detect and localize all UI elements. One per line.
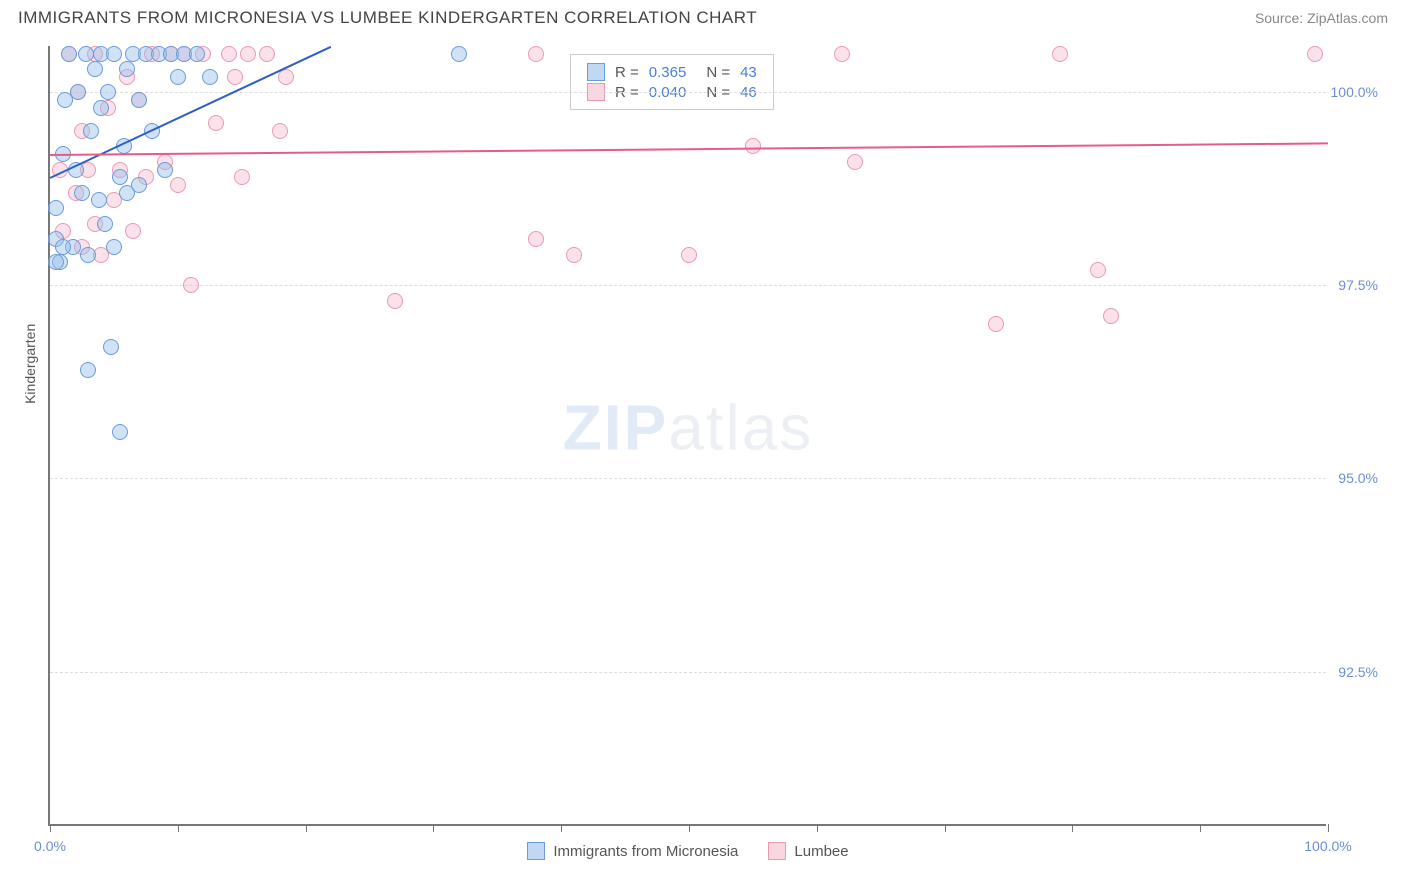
data-point [119, 61, 135, 77]
x-tick [945, 824, 946, 832]
r-value: 0.365 [649, 64, 687, 81]
watermark: ZIPatlas [563, 391, 814, 465]
data-point [80, 362, 96, 378]
gridline [50, 672, 1326, 673]
data-point [988, 316, 1004, 332]
data-point [847, 154, 863, 170]
data-point [387, 293, 403, 309]
y-tick-label: 95.0% [1338, 470, 1378, 486]
data-point [74, 185, 90, 201]
data-point [70, 84, 86, 100]
data-point [208, 115, 224, 131]
data-point [681, 247, 697, 263]
data-point [112, 169, 128, 185]
data-point [234, 169, 250, 185]
data-point [1103, 308, 1119, 324]
data-point [106, 46, 122, 62]
legend-swatch-blue [527, 842, 545, 860]
trendline-pink [50, 143, 1328, 157]
chart-area: Kindergarten ZIPatlas R = 0.365 N = 43 R… [48, 46, 1378, 826]
data-point [451, 46, 467, 62]
r-label: R = [615, 64, 639, 81]
x-tick-label: 100.0% [1304, 838, 1351, 854]
data-point [528, 231, 544, 247]
x-tick [561, 824, 562, 832]
data-point [80, 247, 96, 263]
data-point [48, 200, 64, 216]
gridline [50, 285, 1326, 286]
data-point [61, 46, 77, 62]
data-point [566, 247, 582, 263]
data-point [91, 192, 107, 208]
gridline [50, 92, 1326, 93]
chart-title: IMMIGRANTS FROM MICRONESIA VS LUMBEE KIN… [18, 8, 757, 28]
legend-label: Immigrants from Micronesia [553, 843, 738, 860]
data-point [83, 123, 99, 139]
x-tick [1072, 824, 1073, 832]
data-point [1090, 262, 1106, 278]
y-tick-label: 97.5% [1338, 277, 1378, 293]
series-legend: Immigrants from Micronesia Lumbee [50, 842, 1326, 860]
chart-source: Source: ZipAtlas.com [1255, 10, 1388, 26]
x-tick [306, 824, 307, 832]
data-point [97, 216, 113, 232]
legend-item-lumbee: Lumbee [768, 842, 848, 860]
data-point [745, 138, 761, 154]
legend-label: Lumbee [794, 843, 848, 860]
data-point [100, 84, 116, 100]
y-axis-label: Kindergarten [22, 324, 38, 404]
data-point [131, 177, 147, 193]
legend-swatch-pink [768, 842, 786, 860]
data-point [170, 69, 186, 85]
x-tick [433, 824, 434, 832]
data-point [1052, 46, 1068, 62]
data-point [221, 46, 237, 62]
y-tick-label: 92.5% [1338, 664, 1378, 680]
data-point [834, 46, 850, 62]
data-point [202, 69, 218, 85]
x-tick [1200, 824, 1201, 832]
data-point [259, 46, 275, 62]
x-tick [178, 824, 179, 832]
x-tick-label: 0.0% [34, 838, 66, 854]
data-point [48, 254, 64, 270]
x-tick [1328, 824, 1329, 832]
chart-header: IMMIGRANTS FROM MICRONESIA VS LUMBEE KIN… [0, 0, 1406, 32]
n-value: 43 [740, 64, 757, 81]
legend-swatch-blue [587, 63, 605, 81]
data-point [125, 223, 141, 239]
gridline [50, 478, 1326, 479]
data-point [106, 239, 122, 255]
legend-item-micronesia: Immigrants from Micronesia [527, 842, 738, 860]
data-point [78, 46, 94, 62]
data-point [112, 424, 128, 440]
data-point [528, 46, 544, 62]
data-point [1307, 46, 1323, 62]
x-tick [689, 824, 690, 832]
x-tick [50, 824, 51, 832]
x-tick [817, 824, 818, 832]
data-point [87, 61, 103, 77]
data-point [55, 239, 71, 255]
data-point [170, 177, 186, 193]
data-point [189, 46, 205, 62]
correlation-legend: R = 0.365 N = 43 R = 0.040 N = 46 [570, 54, 774, 110]
data-point [103, 339, 119, 355]
data-point [183, 277, 199, 293]
data-point [227, 69, 243, 85]
data-point [131, 92, 147, 108]
y-tick-label: 100.0% [1331, 84, 1378, 100]
data-point [272, 123, 288, 139]
n-label: N = [706, 64, 730, 81]
data-point [240, 46, 256, 62]
data-point [157, 162, 173, 178]
data-point [93, 100, 109, 116]
plot-region: ZIPatlas R = 0.365 N = 43 R = 0.040 N = … [48, 46, 1326, 826]
legend-row-blue: R = 0.365 N = 43 [587, 63, 757, 81]
